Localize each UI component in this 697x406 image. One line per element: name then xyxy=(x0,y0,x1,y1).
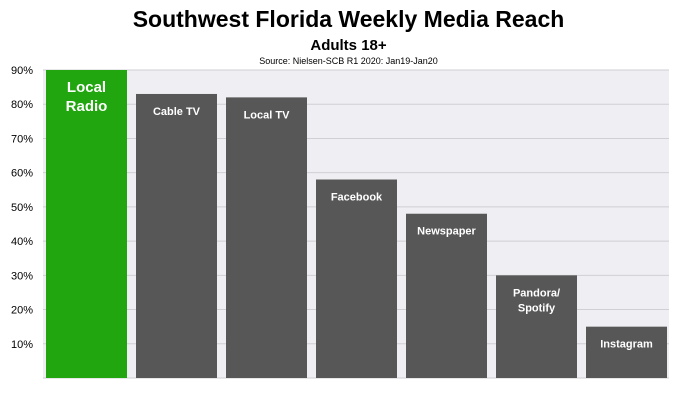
bar xyxy=(406,213,487,378)
bar-labels: Local Radio Cable TV Local TV Facebook Newspa… xyxy=(66,79,653,351)
bar-label: Radio xyxy=(66,98,108,115)
bar xyxy=(46,70,127,378)
y-tick-label: 90% xyxy=(11,65,33,77)
bar xyxy=(586,326,667,378)
y-tick-label: 50% xyxy=(11,202,33,214)
bar-label: Instagram xyxy=(600,339,653,351)
bar-label: Spotify xyxy=(518,302,556,314)
bar xyxy=(136,93,217,378)
y-axis: 10% 20% 30% 40% 50% 60% 70% 80% 90% xyxy=(11,65,33,351)
bar-label: Local TV xyxy=(244,109,291,121)
bar-label: Cable TV xyxy=(153,106,201,118)
y-tick-label: 10% xyxy=(11,339,33,351)
bar-label: Pandora/ xyxy=(513,287,560,299)
bar-label: Local xyxy=(67,79,106,96)
bars xyxy=(46,70,667,378)
chart-title: Southwest Florida Weekly Media Reach xyxy=(132,6,565,32)
y-tick-label: 70% xyxy=(11,133,33,145)
bar xyxy=(496,275,577,378)
y-tick-label: 60% xyxy=(11,168,33,180)
y-tick-label: 80% xyxy=(11,99,33,111)
bar xyxy=(226,97,307,378)
y-tick-label: 30% xyxy=(11,270,33,282)
bar-label: Facebook xyxy=(331,192,383,204)
y-tick-label: 40% xyxy=(11,236,33,248)
bar-label: Newspaper xyxy=(417,226,476,238)
y-tick-label: 20% xyxy=(11,305,33,317)
chart-source: Source: Nielsen-SCB R1 2020: Jan19-Jan20 xyxy=(259,56,438,66)
bar xyxy=(316,179,397,378)
chart-subtitle: Adults 18+ xyxy=(310,37,387,54)
